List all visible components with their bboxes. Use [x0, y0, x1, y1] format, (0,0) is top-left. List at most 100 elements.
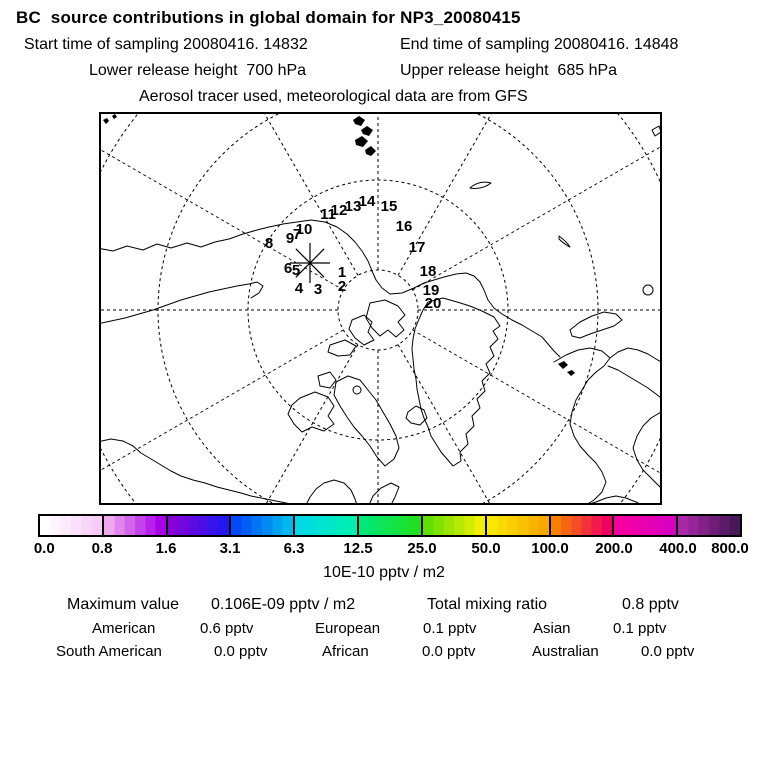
trajectory-point-label: 18: [420, 263, 437, 280]
colorbar-tick-label: 0.0: [33, 540, 55, 557]
total-ratio-value: 0.8 pptv: [622, 596, 679, 613]
coastline-hudson-bay: [305, 479, 358, 504]
islet-top-left-1: [103, 118, 109, 124]
colorbar-section: [293, 516, 358, 535]
trajectory-point-label: 10: [296, 221, 313, 238]
island-iceland: [405, 405, 428, 426]
region-samerican-value: 0.0 pptv: [214, 643, 268, 660]
map-frame: [99, 112, 662, 505]
trajectory-point-label: 3: [314, 281, 322, 298]
colorbar-tick-label: 800.0: [711, 540, 749, 557]
trajectory-point-label: 20: [425, 295, 442, 312]
tracer-text: Aerosol tracer used, meteorological data…: [139, 88, 528, 105]
islet-top-left-2: [112, 114, 117, 119]
colorbar-tick-label: 25.0: [407, 540, 437, 557]
end-time-text: End time of sampling 20080416. 14848: [400, 36, 679, 53]
island-severnaya-2: [361, 126, 373, 136]
region-american-value: 0.6 pptv: [200, 620, 254, 637]
trajectory-point-label: 1: [338, 264, 346, 281]
meridian-line: [412, 329, 661, 474]
region-samerican-label: South American: [56, 643, 162, 660]
island-devon: [327, 339, 357, 357]
island-wrangel: [558, 235, 571, 248]
trajectory-point-label: 15: [381, 198, 398, 215]
meridian-line: [100, 148, 344, 291]
island-severnaya-3: [355, 136, 368, 147]
colorbar-tick-label: 0.8: [91, 540, 113, 557]
max-value-label: Maximum value: [67, 596, 180, 613]
trajectory-point-label: 8: [265, 235, 273, 252]
coastline-kola: [609, 347, 661, 363]
colorbar-section: [484, 516, 549, 535]
trajectory-point-label: 19: [423, 282, 440, 299]
colorbar-tick-label: 12.5: [343, 540, 373, 557]
trajectory-point-label: 6: [284, 260, 292, 277]
coastline-alaska: [100, 281, 264, 324]
small-islands: [103, 114, 575, 376]
region-african-value: 0.0 pptv: [422, 643, 476, 660]
coastline-north-america: [100, 438, 296, 504]
colorbar: [38, 514, 742, 537]
trajectory-point-label: 11: [320, 206, 336, 223]
region-european-value: 0.1 pptv: [423, 620, 477, 637]
region-european-label: European: [315, 620, 381, 637]
trajectory-point-label: 2: [338, 278, 346, 295]
region-asian-value: 0.1 pptv: [613, 620, 667, 637]
island-greenland: [411, 297, 501, 467]
colorbar-unit-label: 10E-10 pptv / m2: [323, 564, 445, 581]
coastline-siberia: [100, 219, 561, 358]
trajectory-point-label: 5: [292, 262, 300, 279]
island-axel: [348, 314, 375, 346]
region-australian-label: Australian: [532, 643, 599, 660]
meridian-line: [100, 329, 344, 472]
meridian-line: [412, 146, 661, 291]
island-svalbard-1: [558, 361, 568, 369]
graticule: [100, 113, 661, 504]
trajectory-point-label: 16: [396, 218, 413, 235]
coastline-baltic-south: [587, 495, 642, 504]
island-baffin: [333, 375, 400, 467]
colorbar-tick-label: 50.0: [471, 540, 501, 557]
region-asian-label: Asian: [533, 620, 571, 637]
trajectory-point-label: 9: [286, 230, 294, 247]
trajectory-point-label: 17: [409, 239, 426, 256]
coastline-russia-east-edge: [632, 411, 661, 489]
island-ring-center: [352, 385, 362, 395]
upper-release-text: Upper release height 685 hPa: [400, 62, 618, 79]
lower-release-text: Lower release height 700 hPa: [89, 62, 307, 79]
island-svalbard-2: [567, 370, 575, 376]
colorbar-section: [165, 516, 230, 535]
colorbar-section: [548, 516, 613, 535]
colorbar-section: [676, 516, 740, 535]
total-ratio-label: Total mixing ratio: [427, 596, 548, 613]
colorbar-tick-label: 1.6: [155, 540, 177, 557]
colorbar-section: [420, 516, 485, 535]
colorbar-section: [612, 516, 677, 535]
page-title: BC source contributions in global domain…: [16, 8, 521, 27]
colorbar-section: [229, 516, 294, 535]
island-victoria: [287, 391, 335, 433]
island-ellesmere: [365, 299, 406, 338]
trajectory-point-label: 4: [295, 280, 304, 297]
trajectory-point-label: 14: [359, 193, 376, 210]
coastlines: [100, 125, 661, 504]
island-novaya-zemlya: [569, 311, 623, 339]
island-severnaya-4: [365, 146, 376, 156]
region-african-label: African: [322, 643, 369, 660]
colorbar-section: [357, 516, 421, 535]
trajectory-point-label: 7: [293, 226, 301, 243]
colorbar-tick-label: 3.1: [219, 540, 241, 557]
start-time-text: Start time of sampling 20080416. 14832: [24, 36, 308, 53]
region-american-label: American: [92, 620, 156, 637]
colorbar-tick-label: 100.0: [531, 540, 569, 557]
colorbar-tick-label: 6.3: [283, 540, 305, 557]
corner-land-top-right: [651, 125, 661, 137]
arctic-map: 1 2 3 4 5 6 7 8 9 10 11 12 13 14 15 16 17 18 19 20: [99, 112, 662, 505]
island-new-siberian: [469, 181, 492, 189]
coastline-baltic: [607, 365, 661, 399]
colorbar-tick-label: 400.0: [659, 540, 697, 557]
island-ring-right: [642, 284, 654, 296]
